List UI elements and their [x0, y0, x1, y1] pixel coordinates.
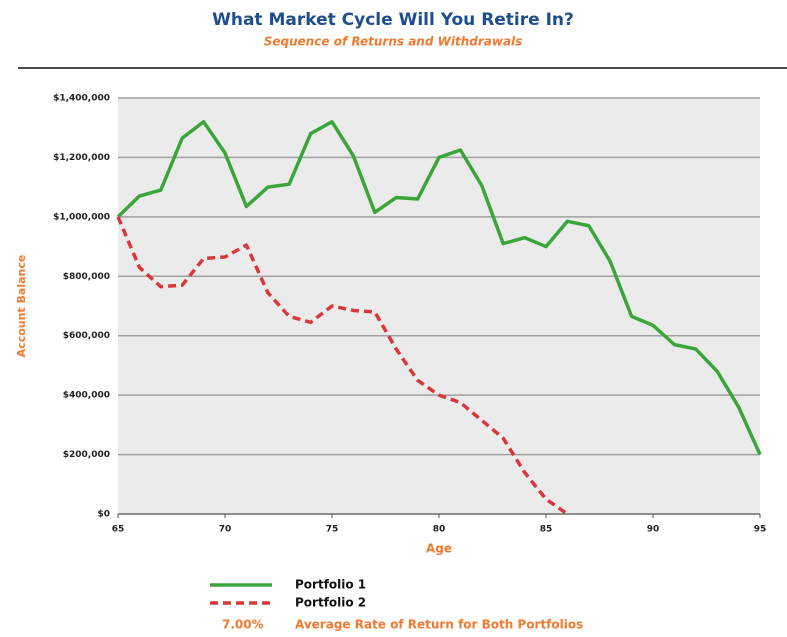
legend-label: Portfolio 1: [295, 578, 366, 592]
x-tick-label: 75: [326, 525, 339, 535]
x-tick-label: 95: [754, 525, 767, 535]
y-tick-label: $800,000: [63, 272, 110, 282]
x-tick-label: 70: [219, 525, 232, 535]
y-tick-label: $600,000: [63, 331, 110, 341]
series-line: [116, 216, 569, 516]
x-tick-label: 80: [433, 525, 446, 535]
x-tick-label: 85: [540, 525, 553, 535]
y-tick-label: $0: [97, 510, 110, 520]
y-tick-label: $1,000,000: [53, 212, 110, 222]
chart-subtitle: Sequence of Returns and Withdrawals: [264, 35, 523, 49]
y-tick-label: $400,000: [63, 391, 110, 401]
series-line: [116, 120, 762, 456]
y-tick-label: $1,200,000: [53, 153, 110, 163]
rate-text: Average Rate of Return for Both Portfoli…: [295, 618, 583, 632]
plot-area: [118, 98, 760, 514]
x-tick-label: 65: [112, 525, 125, 535]
rate-value: 7.00%: [222, 618, 264, 632]
y-axis-label: Account Balance: [15, 255, 28, 358]
chart-title: What Market Cycle Will You Retire In?: [212, 10, 574, 30]
x-axis-label: Age: [426, 542, 452, 556]
x-tick-label: 90: [647, 525, 660, 535]
y-tick-label: $200,000: [63, 450, 110, 460]
y-tick-label: $1,400,000: [53, 94, 110, 104]
legend-label: Portfolio 2: [295, 596, 366, 610]
